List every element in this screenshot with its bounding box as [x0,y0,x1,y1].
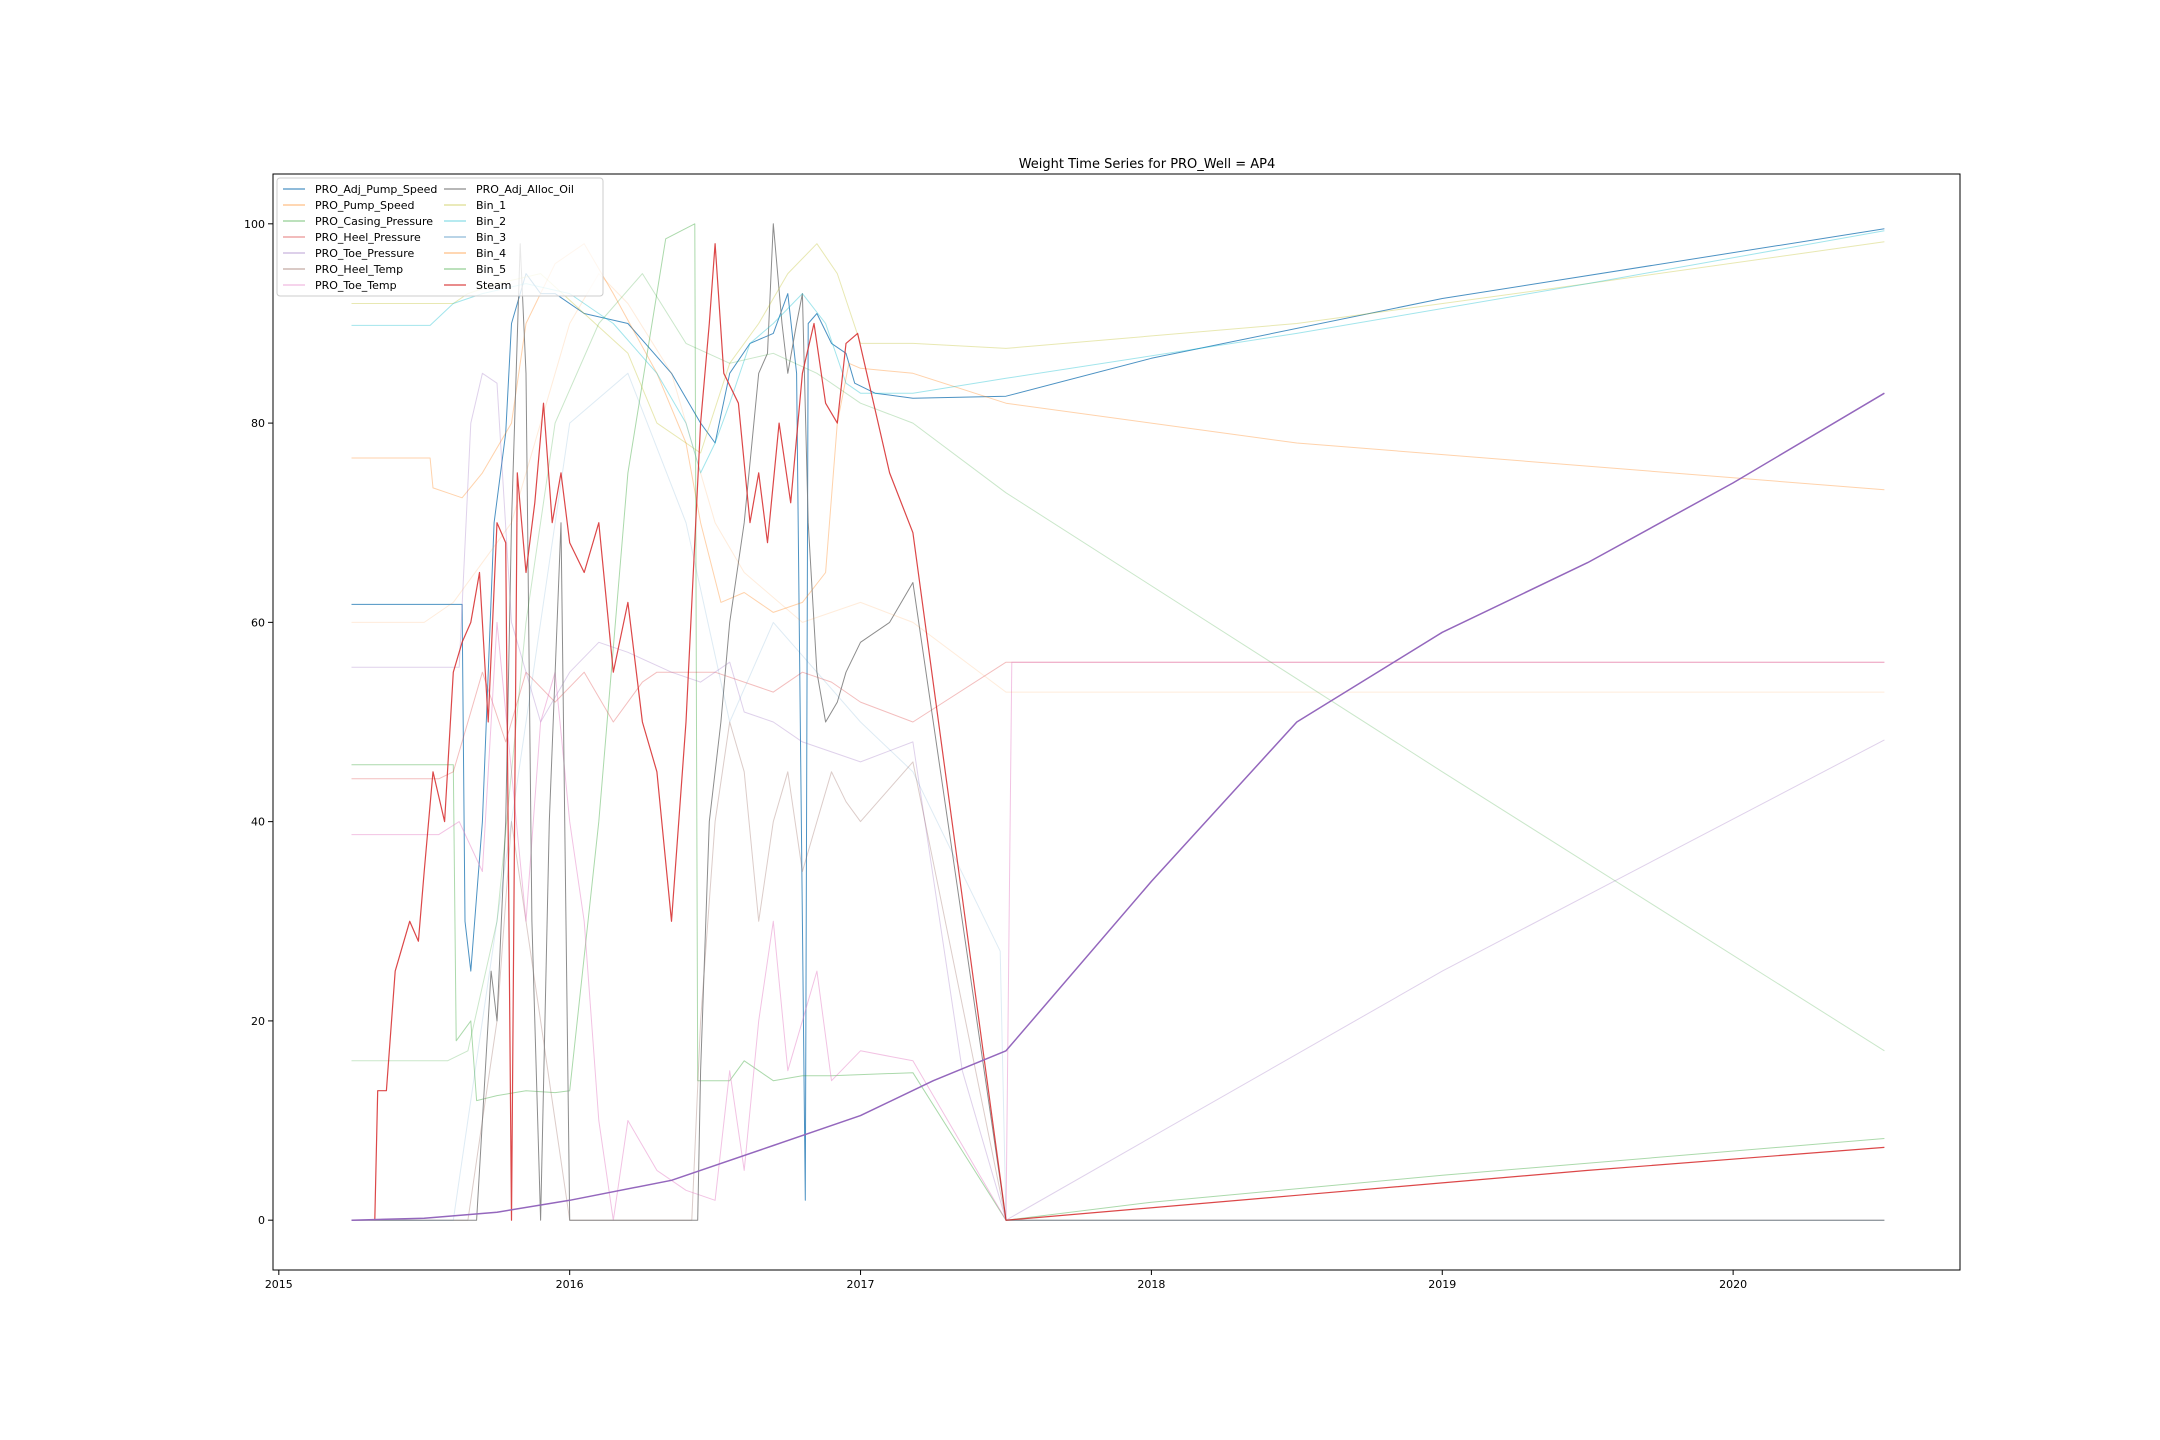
series-line-pro-heel-pressure [351,661,1885,780]
y-axis: 0 20 40 60 80 100 [244,218,273,1227]
legend-label: PRO_Adj_Pump_Speed [315,183,437,196]
series-line-steam [374,243,1885,1221]
legend-label: PRO_Adj_Alloc_Oil [476,183,574,196]
series-line-pro-casing-pressure [351,223,1885,1221]
legend: PRO_Adj_Pump_Speed PRO_Pump_Speed PRO_Casi… [276,177,604,297]
x-axis: 2015 2016 2017 2018 2019 2020 [265,1270,1747,1291]
x-tick-label: 2020 [1719,1278,1747,1291]
axes-frame [272,173,1961,1271]
x-tick-label: 2019 [1428,1278,1456,1291]
y-tick-label: 20 [251,1015,265,1028]
legend-label: PRO_Heel_Temp [315,263,403,276]
legend-label: Bin_5 [476,263,506,276]
legend-label: Steam [476,279,512,292]
y-tick-label: 100 [244,218,265,231]
series-line-pro-pump-speed [351,243,1885,613]
x-tick-label: 2015 [265,1278,293,1291]
legend-label: Bin_3 [476,231,506,244]
legend-label: PRO_Casing_Pressure [315,215,433,228]
y-tick-label: 0 [258,1214,265,1227]
series-line-pro-toe-pressure [351,372,1885,1221]
chart-title: Weight Time Series for PRO_Well = AP4 [1019,157,1276,172]
y-tick-label: 40 [251,816,265,829]
legend-label: PRO_Heel_Pressure [315,231,421,244]
legend-label: PRO_Pump_Speed [315,199,415,212]
series-line-bin-4 [351,273,1885,693]
series-line-bin-3 [351,372,1885,1221]
x-tick-label: 2016 [556,1278,584,1291]
legend-label: Bin_1 [476,199,506,212]
y-tick-label: 60 [251,616,265,629]
legend-label: Bin_4 [476,247,506,260]
legend-label: PRO_Toe_Pressure [315,247,414,260]
series-line-pro-adj-alloc-oil [351,223,1885,1221]
x-tick-label: 2017 [847,1278,875,1291]
series-line-unlabeled-14 [351,392,1885,1221]
series-line-bin-5 [351,273,1885,1062]
x-tick-label: 2018 [1137,1278,1165,1291]
series-line-pro-adj-pump-speed [351,228,1885,1201]
legend-box [276,177,604,297]
legend-label: PRO_Toe_Temp [315,279,397,292]
y-tick-label: 80 [251,417,265,430]
legend-label: Bin_2 [476,215,506,228]
